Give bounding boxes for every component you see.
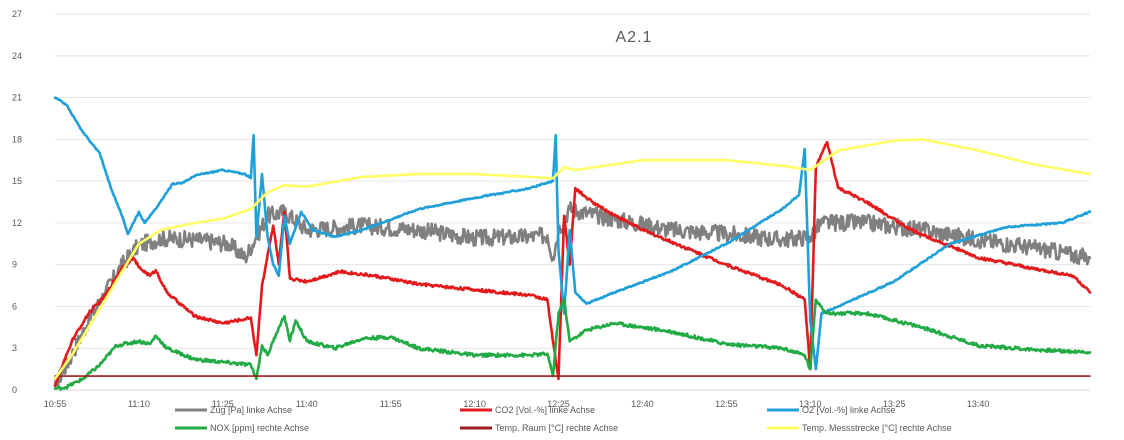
legend: Zug [Pa] linke Achse CO2 [Vol.-%] linke A… — [175, 405, 952, 433]
y-tick-label: 3 — [12, 343, 17, 353]
y-tick-label: 9 — [12, 260, 17, 270]
series-line — [53, 138, 1092, 381]
legend-label: Temp. Messstrecke [°C] rechte Achse — [802, 423, 952, 433]
x-tick-label: 10:55 — [44, 399, 67, 409]
x-tick-label: 11:40 — [296, 399, 318, 409]
x-tick-label: 12:40 — [631, 399, 654, 409]
legend-label: Temp. Raum [°C] rechte Achse — [495, 423, 618, 433]
legend-label: NOX [ppm] rechte Achse — [210, 423, 309, 433]
y-tick-label: 0 — [12, 385, 17, 395]
y-tick-label: 21 — [12, 93, 22, 103]
x-tick-label: 13:25 — [883, 399, 906, 409]
y-axis-tick-labels: 0 3 6 9 12 15 18 21 24 27 — [12, 9, 22, 395]
y-tick-label: 27 — [12, 9, 22, 19]
y-tick-label: 12 — [12, 218, 22, 228]
x-tick-label: 11:55 — [380, 399, 402, 409]
x-tick-label: 11:10 — [128, 399, 150, 409]
y-tick-label: 24 — [12, 51, 22, 61]
x-tick-label: 12:25 — [547, 399, 570, 409]
legend-label: Zug [Pa] linke Achse — [210, 405, 292, 415]
y-tick-label: 6 — [12, 301, 17, 311]
x-tick-label: 12:10 — [463, 399, 486, 409]
x-tick-label: 13:40 — [967, 399, 990, 409]
series-line — [53, 298, 1092, 391]
series-line — [53, 96, 1092, 371]
series-lines — [53, 96, 1092, 391]
y-tick-label: 15 — [12, 176, 22, 186]
chart-title: A2.1 — [616, 29, 653, 46]
x-axis-tick-labels: 10:55 11:10 11:25 11:40 11:55 12:10 12:25 12:40… — [44, 399, 990, 409]
x-tick-label: 12:55 — [715, 399, 738, 409]
x-tick-label: 13:10 — [799, 399, 822, 409]
legend-label: CO2 [Vol.-%] linke Achse — [495, 405, 595, 415]
x-tick-label: 11:25 — [212, 399, 234, 409]
legend-label: O2 [Vol.-%] linke Achse — [802, 405, 896, 415]
y-tick-label: 18 — [12, 134, 22, 144]
series-line — [53, 140, 1092, 388]
